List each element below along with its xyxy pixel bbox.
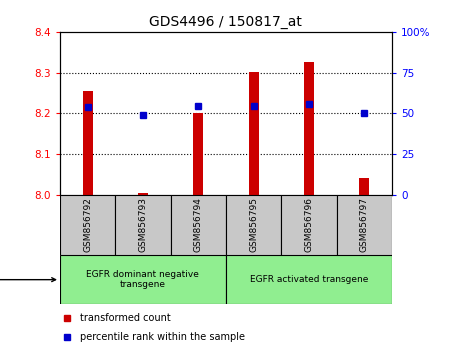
Text: EGFR activated transgene: EGFR activated transgene <box>250 275 368 284</box>
Text: GSM856797: GSM856797 <box>360 197 369 252</box>
Bar <box>193 113 203 195</box>
Bar <box>359 178 369 195</box>
Bar <box>281 195 337 255</box>
Bar <box>171 195 226 255</box>
Text: GSM856796: GSM856796 <box>304 197 313 252</box>
Bar <box>60 195 115 255</box>
Title: GDS4496 / 150817_at: GDS4496 / 150817_at <box>149 16 302 29</box>
Bar <box>337 195 392 255</box>
Bar <box>304 62 314 195</box>
Text: EGFR dominant negative
transgene: EGFR dominant negative transgene <box>87 270 199 289</box>
Bar <box>226 255 392 304</box>
Text: GSM856793: GSM856793 <box>138 197 148 252</box>
Bar <box>83 91 93 195</box>
Bar <box>226 195 281 255</box>
Text: transformed count: transformed count <box>80 313 171 323</box>
Bar <box>115 195 171 255</box>
Text: percentile rank within the sample: percentile rank within the sample <box>80 332 245 342</box>
Text: GSM856794: GSM856794 <box>194 197 203 252</box>
Bar <box>248 72 259 195</box>
Bar <box>138 193 148 195</box>
Text: GSM856792: GSM856792 <box>83 197 92 252</box>
Text: genotype/variation: genotype/variation <box>0 275 56 285</box>
Bar <box>60 255 226 304</box>
Text: GSM856795: GSM856795 <box>249 197 258 252</box>
